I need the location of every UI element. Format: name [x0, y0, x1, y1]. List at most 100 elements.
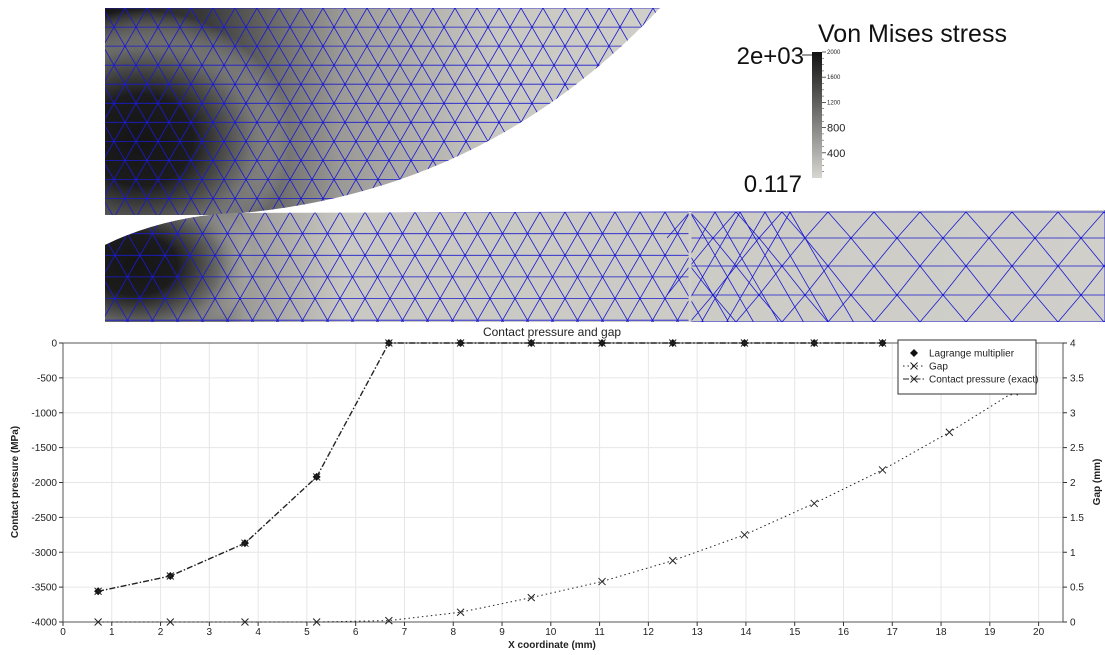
right-y-tick-label: 1 — [1070, 548, 1076, 559]
data-point-x — [385, 616, 393, 625]
data-point-x — [878, 339, 887, 347]
data-point-x — [878, 466, 887, 474]
data-point-x — [94, 587, 102, 596]
data-point-x — [312, 618, 321, 626]
legend: Lagrange multiplier Gap Contact pressure (… — [897, 339, 1039, 395]
left-y-tick-label: -1500 — [31, 443, 57, 454]
x-tick-label: 4 — [255, 627, 261, 638]
series-1 — [94, 387, 1019, 626]
data-point-x — [740, 530, 749, 539]
x-tick-label: 14 — [740, 627, 752, 638]
series-line — [98, 391, 1015, 623]
x-tick-label: 16 — [838, 627, 850, 638]
x-tick-label: 17 — [887, 627, 899, 638]
right-y-tick-label: 3.5 — [1070, 373, 1084, 384]
left-y-tick-label: -2500 — [31, 513, 57, 524]
legend-item: Contact pressure (exact) — [903, 375, 1039, 386]
colorbar-tick-label: 800 — [827, 123, 845, 135]
left-y-tick-label: -3500 — [31, 583, 57, 594]
data-point-x — [740, 339, 749, 347]
left-y-tick-label: -500 — [37, 373, 57, 384]
data-point-x — [598, 577, 606, 586]
chart-series — [94, 339, 1019, 626]
right-y-axis-label: Gap (mm) — [1092, 459, 1103, 506]
right-y-tick-label: 2.5 — [1070, 443, 1084, 454]
right-y-axis: 4 3.5 3 2.5 2 1.5 1 0.5 0 — [1063, 339, 1084, 629]
data-point-x — [945, 428, 954, 437]
series-2 — [94, 339, 887, 596]
data-point-x — [94, 618, 102, 626]
colorbar-min-label: 0.117 — [744, 171, 802, 198]
legend-item: Gap — [903, 362, 948, 373]
x-tick-label: 20 — [1033, 627, 1045, 638]
right-y-tick-label: 0 — [1070, 618, 1076, 629]
x-tick-label: 0 — [60, 627, 66, 638]
legend-label: Contact pressure (exact) — [929, 375, 1039, 386]
colorbar-gradient — [812, 52, 822, 178]
data-point-x — [166, 572, 175, 580]
x-tick-label: 18 — [935, 627, 947, 638]
data-point-x — [668, 339, 677, 347]
data-point-x — [810, 499, 819, 508]
data-point-x — [166, 618, 175, 626]
chart-title: Contact pressure and gap — [483, 325, 621, 339]
legend-item: Lagrange multiplier — [910, 349, 1015, 360]
left-y-tick-label: -1000 — [31, 408, 57, 419]
left-y-tick-label: -3000 — [31, 548, 57, 559]
contact-pressure-chart: 0 1 2 3 4 5 6 7 8 9 10 11 12 13 14 15 16 17 18 19 20 0-500-1… — [10, 325, 1103, 651]
left-y-axis: 0 -500 -1000 -1500 -2000 -2500 -3000 -3500 -4000 — [31, 339, 63, 629]
x-tick-label: 10 — [545, 627, 557, 638]
x-tick-label: 19 — [984, 627, 996, 638]
colorbar-max-label: 2e+03 — [737, 43, 804, 70]
left-y-tick-label: -4000 — [31, 618, 57, 629]
right-y-tick-label: 0.5 — [1070, 583, 1084, 594]
right-y-tick-label: 3 — [1070, 408, 1076, 419]
right-y-tick-label: 4 — [1070, 339, 1076, 350]
x-tick-label: 11 — [594, 627, 605, 638]
x-tick-label: 7 — [402, 627, 408, 638]
stress-visualization: Von Mises stress 2e+03 0.117 2000 1600 120… — [105, 8, 1105, 322]
x-axis-label: X coordinate (mm) — [508, 640, 596, 651]
data-point-x — [668, 556, 677, 565]
legend-marker-x — [910, 375, 918, 383]
data-point-x — [456, 339, 465, 347]
legend-marker-diamond — [910, 349, 918, 357]
data-point-x — [241, 618, 249, 626]
data-point-x — [312, 473, 321, 481]
data-point-x — [527, 593, 536, 602]
left-y-axis-label: Contact pressure (MPa) — [10, 426, 21, 538]
x-tick-label: 2 — [158, 627, 164, 638]
data-point-x — [810, 339, 819, 347]
colorbar-title: Von Mises stress — [818, 20, 1007, 48]
legend-marker-x — [910, 362, 918, 370]
x-tick-label: 13 — [692, 627, 704, 638]
left-y-tick-label: 0 — [51, 339, 57, 350]
legend-label: Gap — [929, 362, 948, 373]
legend-label: Lagrange multiplier — [929, 349, 1015, 360]
data-point-x — [456, 608, 465, 617]
x-tick-label: 9 — [499, 627, 505, 638]
colorbar: Von Mises stress 2e+03 0.117 2000 1600 120… — [737, 20, 1007, 198]
data-point-x — [527, 339, 536, 347]
data-point-x — [385, 339, 393, 347]
x-tick-label: 8 — [450, 627, 456, 638]
series-line — [97, 342, 883, 592]
colorbar-tick-label: 2000 — [827, 50, 841, 56]
data-point-x — [241, 539, 249, 548]
x-axis: 0 1 2 3 4 5 6 7 8 9 10 11 12 13 14 15 16 17 18 19 20 — [60, 622, 1045, 638]
colorbar-tick-label: 400 — [827, 148, 845, 160]
x-tick-label: 12 — [643, 627, 655, 638]
x-tick-label: 3 — [207, 627, 213, 638]
x-tick-label: 1 — [109, 627, 115, 638]
lower-body-mesh — [105, 210, 1105, 322]
right-y-tick-label: 1.5 — [1070, 513, 1084, 524]
legend-box — [897, 339, 1037, 395]
x-tick-label: 15 — [789, 627, 801, 638]
left-y-tick-label: -2000 — [31, 478, 57, 489]
colorbar-tick-label: 1600 — [827, 75, 841, 81]
colorbar-tick-label: 1200 — [827, 100, 841, 106]
data-point-x — [598, 339, 606, 347]
x-tick-label: 6 — [353, 627, 359, 638]
x-tick-label: 5 — [304, 627, 310, 638]
right-y-tick-label: 2 — [1070, 478, 1076, 489]
